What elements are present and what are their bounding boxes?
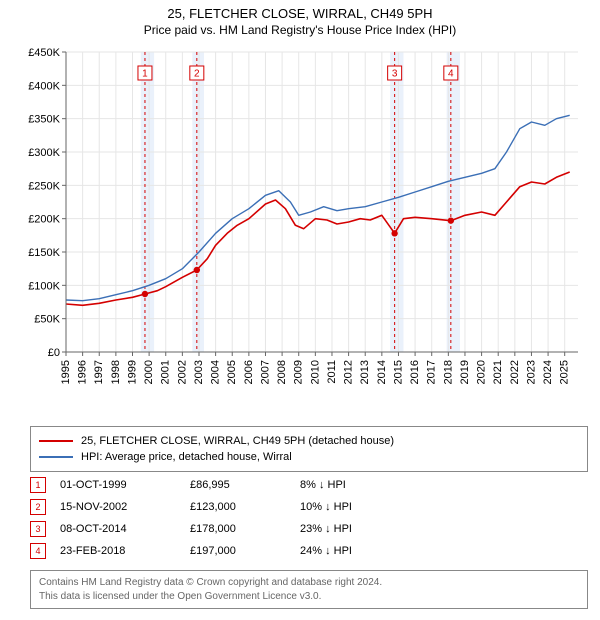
svg-text:2019: 2019 (459, 360, 471, 384)
sale-date: 01-OCT-1999 (60, 479, 190, 491)
attribution-footer: Contains HM Land Registry data © Crown c… (30, 570, 588, 609)
svg-text:£300K: £300K (28, 147, 60, 159)
svg-text:£100K: £100K (28, 280, 60, 292)
svg-text:1997: 1997 (93, 360, 105, 384)
legend-swatch (39, 456, 73, 458)
svg-text:2025: 2025 (559, 360, 571, 384)
svg-text:2009: 2009 (293, 360, 305, 384)
sale-row: 4 23-FEB-2018£197,00024% ↓ HPI (30, 540, 570, 562)
svg-text:2023: 2023 (525, 360, 537, 384)
svg-text:2020: 2020 (476, 360, 488, 384)
svg-text:2018: 2018 (442, 360, 454, 384)
svg-text:1999: 1999 (126, 360, 138, 384)
svg-text:£400K: £400K (28, 80, 60, 92)
page-title: 25, FLETCHER CLOSE, WIRRAL, CH49 5PH (0, 6, 600, 21)
legend-item: HPI: Average price, detached house, Wirr… (39, 449, 579, 465)
svg-text:£200K: £200K (28, 214, 60, 226)
svg-text:2014: 2014 (376, 360, 388, 384)
svg-text:3: 3 (392, 69, 398, 80)
svg-text:2008: 2008 (276, 360, 288, 384)
svg-text:2013: 2013 (359, 360, 371, 384)
legend-swatch (39, 440, 73, 442)
svg-text:£50K: £50K (34, 314, 60, 326)
svg-text:1: 1 (142, 69, 148, 80)
price-chart: 1 2 3 4 £0 £50K £100K £150K £200K £250K £300K £350K… (18, 46, 582, 416)
svg-text:2016: 2016 (409, 360, 421, 384)
svg-text:2000: 2000 (143, 360, 155, 384)
svg-text:2: 2 (194, 69, 200, 80)
svg-text:2010: 2010 (309, 360, 321, 384)
svg-text:2005: 2005 (226, 360, 238, 384)
sale-row: 2 15-NOV-2002£123,00010% ↓ HPI (30, 496, 570, 518)
legend-label: HPI: Average price, detached house, Wirr… (81, 451, 292, 463)
legend-label: 25, FLETCHER CLOSE, WIRRAL, CH49 5PH (de… (81, 435, 394, 447)
svg-text:2012: 2012 (343, 360, 355, 384)
svg-text:2006: 2006 (243, 360, 255, 384)
sale-price: £86,995 (190, 479, 300, 491)
svg-text:2003: 2003 (193, 360, 205, 384)
svg-text:2024: 2024 (542, 360, 554, 384)
sales-table: 101-OCT-1999£86,9958% ↓ HPI215-NOV-2002£… (30, 474, 570, 562)
svg-text:2002: 2002 (176, 360, 188, 384)
svg-text:2011: 2011 (326, 360, 338, 384)
sale-hpi-delta: 23% ↓ HPI (300, 523, 420, 535)
sale-date: 23-FEB-2018 (60, 545, 190, 557)
svg-text:£0: £0 (48, 347, 60, 359)
sale-marker: 1 (30, 477, 46, 493)
legend-item: 25, FLETCHER CLOSE, WIRRAL, CH49 5PH (de… (39, 433, 579, 449)
svg-text:£350K: £350K (28, 114, 60, 126)
svg-text:2017: 2017 (426, 360, 438, 384)
svg-text:1995: 1995 (60, 360, 72, 384)
svg-text:4: 4 (448, 69, 454, 80)
svg-text:1998: 1998 (110, 360, 122, 384)
sale-price: £197,000 (190, 545, 300, 557)
footer-line: This data is licensed under the Open Gov… (39, 590, 579, 604)
sale-row: 1 01-OCT-1999£86,9958% ↓ HPI (30, 474, 570, 496)
sale-hpi-delta: 8% ↓ HPI (300, 479, 420, 491)
svg-text:1996: 1996 (77, 360, 89, 384)
svg-text:£250K: £250K (28, 180, 60, 192)
sale-marker: 3 (30, 521, 46, 537)
sale-marker: 2 (30, 499, 46, 515)
svg-text:2015: 2015 (392, 360, 404, 384)
sale-date: 15-NOV-2002 (60, 501, 190, 513)
sale-date: 08-OCT-2014 (60, 523, 190, 535)
svg-text:£150K: £150K (28, 247, 60, 259)
svg-text:£450K: £450K (28, 47, 60, 59)
chart-legend: 25, FLETCHER CLOSE, WIRRAL, CH49 5PH (de… (30, 426, 588, 472)
sale-hpi-delta: 10% ↓ HPI (300, 501, 420, 513)
svg-text:2022: 2022 (509, 360, 521, 384)
sale-price: £123,000 (190, 501, 300, 513)
svg-text:2021: 2021 (492, 360, 504, 384)
sale-price: £178,000 (190, 523, 300, 535)
page-subtitle: Price paid vs. HM Land Registry's House … (0, 23, 600, 37)
sale-hpi-delta: 24% ↓ HPI (300, 545, 420, 557)
svg-text:2004: 2004 (210, 360, 222, 384)
footer-line: Contains HM Land Registry data © Crown c… (39, 576, 579, 590)
sale-row: 3 08-OCT-2014£178,00023% ↓ HPI (30, 518, 570, 540)
sale-marker: 4 (30, 543, 46, 559)
svg-text:2001: 2001 (160, 360, 172, 384)
svg-text:2007: 2007 (259, 360, 271, 384)
